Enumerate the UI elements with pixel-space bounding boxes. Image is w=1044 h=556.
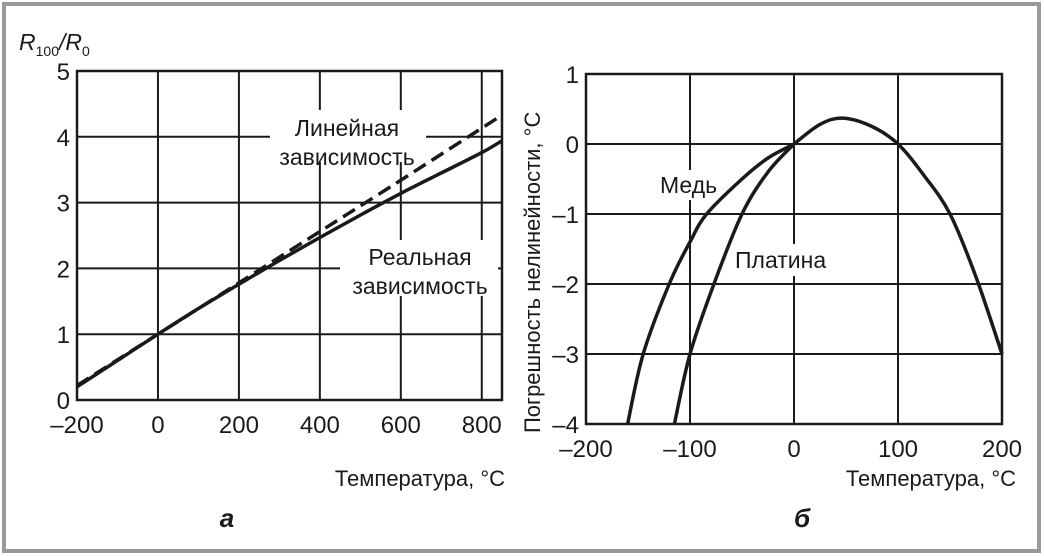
x-tick-label: 800 xyxy=(462,412,502,439)
y-tick-label: 0 xyxy=(566,132,579,159)
chart-a-panel-label: а xyxy=(220,503,234,533)
series-line-1 xyxy=(672,142,796,425)
x-tick-label: 200 xyxy=(982,436,1022,463)
series-label: Реальная xyxy=(368,244,471,270)
chart-a-xlabel: Температура, °С xyxy=(335,466,505,491)
plot-frame xyxy=(75,69,504,402)
x-tick-label: –200 xyxy=(559,436,612,463)
series-label-background xyxy=(730,244,822,276)
x-tick-label: 400 xyxy=(300,412,340,439)
series-label: зависимость xyxy=(352,273,487,299)
y-tick-label: –2 xyxy=(552,272,579,299)
series-label: Платина xyxy=(735,247,826,273)
y-tick-label: 1 xyxy=(566,62,579,89)
x-tick-label: 0 xyxy=(151,412,164,439)
y-tick-label: 4 xyxy=(57,125,70,152)
series-label-background xyxy=(656,170,708,200)
y-tick-label: 1 xyxy=(57,322,70,349)
series-line-0 xyxy=(625,142,795,425)
x-tick-label: 600 xyxy=(381,412,421,439)
chart-b-panel-label: б xyxy=(794,503,811,533)
plot-frame xyxy=(584,72,1004,426)
chart-b: –200 –100 0 100 200 1 0 –1 –2 –3 –4 Медь Платина xyxy=(552,62,1022,463)
x-tick-label: –200 xyxy=(50,412,103,439)
series-label: Линейная xyxy=(295,115,399,141)
series-label-background xyxy=(270,110,426,162)
x-tick-label: 0 xyxy=(787,436,800,463)
y-tick-label: 3 xyxy=(57,191,70,218)
y-tick-label: –1 xyxy=(552,202,579,229)
series-label-background xyxy=(340,240,498,296)
chart-b-ylabel: Погрешность нелинейности, °С xyxy=(520,112,545,433)
y-tick-label: 5 xyxy=(57,59,70,86)
chart-a-ylabel: R100/R0 xyxy=(19,29,90,59)
chart-b-xlabel: Температура, °С xyxy=(846,466,1016,491)
y-tick-label: 0 xyxy=(57,388,70,415)
x-tick-label: 200 xyxy=(219,412,259,439)
chart-a: –200 0 200 400 600 800012345Линейнаязависимос… xyxy=(50,59,504,439)
series-label: Медь xyxy=(660,172,717,198)
y-tick-label: –4 xyxy=(552,412,579,439)
y-tick-label: –3 xyxy=(552,342,579,369)
x-tick-label: –100 xyxy=(663,436,716,463)
series-line-shared xyxy=(792,116,1004,355)
y-tick-label: 2 xyxy=(57,256,70,283)
series-label: зависимость xyxy=(279,144,414,170)
series-line-1 xyxy=(76,139,503,389)
x-tick-label: 100 xyxy=(878,436,918,463)
